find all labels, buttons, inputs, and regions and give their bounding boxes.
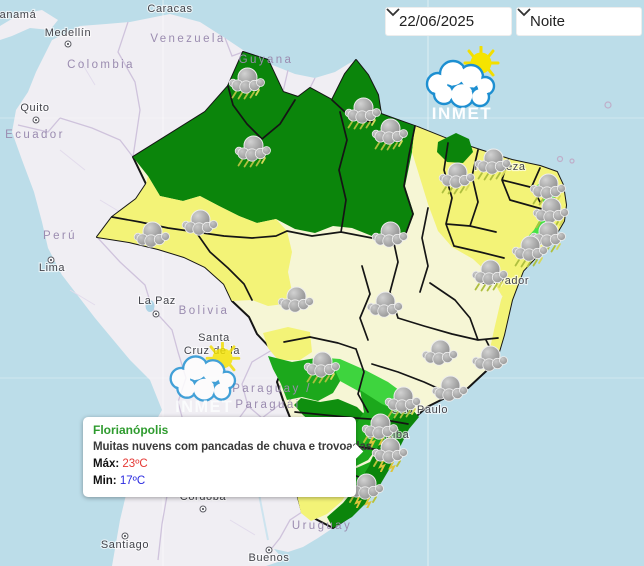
- country-label: Colombia: [67, 59, 135, 71]
- city-marker-dot: [49, 258, 53, 262]
- tooltip-forecast: Muitas nuvens com pancadas de chuva e tr…: [93, 441, 373, 453]
- tooltip-city: Florianópolis: [93, 423, 169, 437]
- city-marker-dot: [201, 507, 205, 511]
- tooltip-max-row: Máx: 23ºC: [93, 456, 346, 473]
- time-select-value: Noite: [530, 13, 566, 30]
- city-label: Santa: [198, 332, 230, 344]
- country-label: Venezuela: [150, 33, 225, 45]
- city-label: Lima: [39, 262, 66, 274]
- city-label: Quito: [20, 102, 49, 114]
- city-label: Buenos: [249, 552, 290, 564]
- country-label: Paraguay /: [232, 383, 312, 395]
- country-label: Perú: [43, 230, 77, 242]
- chevron-down-icon: [517, 8, 531, 17]
- min-label: Min:: [93, 475, 117, 487]
- city-marker-dot: [123, 534, 127, 538]
- panama-strip: [0, 10, 58, 40]
- date-select[interactable]: 22/06/2025: [385, 7, 512, 36]
- country-label: Bolivia: [179, 305, 230, 317]
- city-label: Santiago: [101, 539, 149, 551]
- lake-titicaca: [145, 300, 155, 312]
- city-marker-dot: [34, 118, 38, 122]
- island-markers: [556, 101, 612, 164]
- city-label: La Paz: [138, 295, 176, 307]
- city-marker-dot: [154, 312, 158, 316]
- city-label: Panamá: [0, 9, 37, 21]
- tooltip-min-row: Min: 17ºC: [93, 473, 346, 490]
- country-label: Uruguay: [292, 520, 352, 532]
- max-label: Máx:: [93, 458, 120, 470]
- city-marker-dot: [66, 42, 70, 46]
- time-select[interactable]: Noite: [516, 7, 642, 36]
- country-label: Ecuador: [5, 129, 65, 141]
- country-label: Paraguái: [235, 399, 300, 411]
- date-select-value: 22/06/2025: [399, 13, 475, 30]
- city-label: Medellín: [45, 27, 91, 39]
- country-labels: Venezuela Colombia Guyana Ecuador Perú Bolivi…: [5, 33, 352, 532]
- min-value: 17ºC: [119, 475, 146, 487]
- chevron-down-icon: [386, 8, 400, 17]
- forecast-tooltip: Florianópolis Muitas nuvens com pancadas…: [83, 417, 373, 497]
- country-label: Guyana: [239, 54, 294, 66]
- city-marker-dot: [267, 548, 271, 552]
- city-label: Caracas: [147, 3, 192, 15]
- max-value: 23ºC: [122, 458, 148, 470]
